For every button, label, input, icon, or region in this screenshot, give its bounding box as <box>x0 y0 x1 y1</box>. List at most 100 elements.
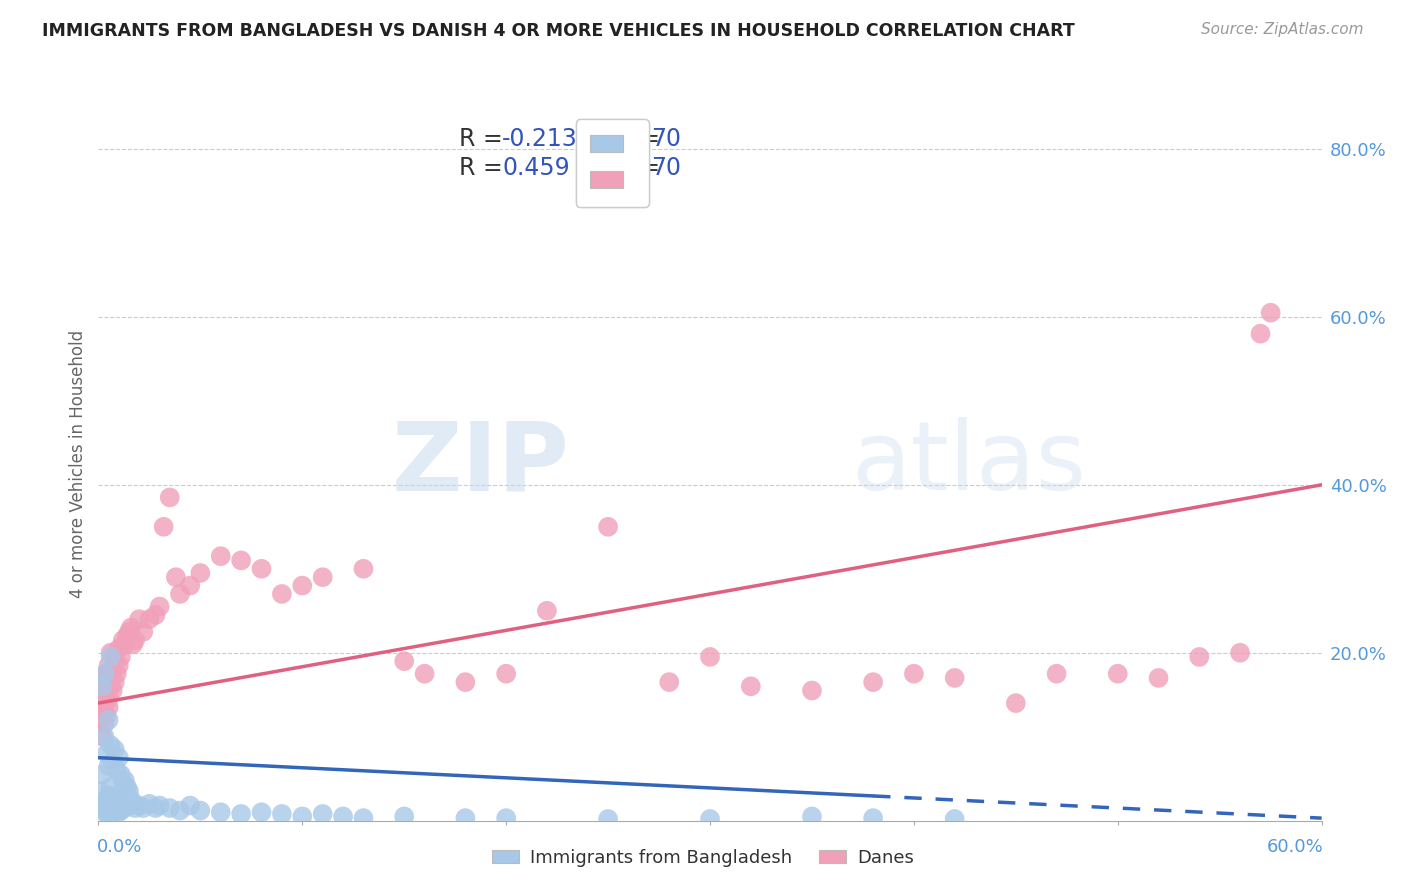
Point <box>96 747 118 761</box>
Text: ZIP: ZIP <box>391 417 569 510</box>
Point <box>100 780 122 794</box>
Point <box>1188 649 1211 664</box>
Point <box>250 562 273 576</box>
Legend: , : , <box>575 119 648 207</box>
Point <box>93 696 115 710</box>
Point <box>392 809 416 823</box>
Point <box>943 812 966 826</box>
Point <box>536 604 558 618</box>
Point <box>110 804 132 818</box>
Y-axis label: 4 or more Vehicles in Household: 4 or more Vehicles in Household <box>69 330 87 598</box>
Point <box>209 805 232 820</box>
Point <box>101 805 124 820</box>
Point <box>392 654 416 668</box>
Point <box>91 730 114 744</box>
Text: atlas: atlas <box>851 417 1085 510</box>
Point <box>108 641 131 656</box>
Point <box>495 811 517 825</box>
Point <box>169 804 191 818</box>
Point <box>165 570 187 584</box>
Text: IMMIGRANTS FROM BANGLADESH VS DANISH 4 OR MORE VEHICLES IN HOUSEHOLD CORRELATION: IMMIGRANTS FROM BANGLADESH VS DANISH 4 O… <box>42 22 1076 40</box>
Point <box>96 708 118 723</box>
Point <box>598 520 620 534</box>
Point <box>179 578 201 592</box>
Point <box>110 767 132 781</box>
Point <box>352 562 374 576</box>
Point <box>111 798 134 813</box>
Point <box>124 633 146 648</box>
Point <box>1229 646 1251 660</box>
Point <box>231 806 253 821</box>
Text: 60.0%: 60.0% <box>1267 838 1323 856</box>
Point <box>97 801 120 815</box>
Text: Source: ZipAtlas.com: Source: ZipAtlas.com <box>1201 22 1364 37</box>
Point <box>97 658 120 673</box>
Point <box>105 666 128 681</box>
Point <box>110 649 132 664</box>
Point <box>1107 666 1129 681</box>
Point <box>115 780 138 794</box>
Point <box>188 566 212 580</box>
Point <box>188 804 212 818</box>
Point <box>97 692 120 706</box>
Point <box>100 798 122 813</box>
Point <box>801 683 824 698</box>
Point <box>93 675 115 690</box>
Point <box>104 790 127 805</box>
Point <box>111 633 134 648</box>
Point <box>128 798 150 813</box>
Point <box>145 607 167 622</box>
Point <box>312 806 335 821</box>
Point <box>105 804 128 818</box>
Point <box>100 738 122 752</box>
Point <box>1260 306 1282 320</box>
Point <box>118 624 141 639</box>
Point <box>91 671 114 685</box>
Point <box>454 811 477 825</box>
Point <box>231 553 253 567</box>
Point <box>93 805 115 820</box>
Point <box>943 671 966 685</box>
Point <box>104 675 127 690</box>
Point <box>1147 671 1170 685</box>
Point <box>93 801 115 815</box>
Point <box>100 649 122 664</box>
Point <box>89 784 111 798</box>
Point <box>101 755 124 769</box>
Text: R =: R = <box>460 128 510 151</box>
Point <box>114 637 136 651</box>
Point <box>114 801 136 815</box>
Text: 0.0%: 0.0% <box>97 838 142 856</box>
Point <box>93 730 115 744</box>
Point <box>149 798 172 813</box>
Point <box>101 795 124 809</box>
Text: N =: N = <box>600 156 668 179</box>
Point <box>93 717 115 731</box>
Point <box>699 812 721 826</box>
Point <box>91 767 114 781</box>
Point <box>1045 666 1069 681</box>
Point <box>108 658 131 673</box>
Point <box>145 801 167 815</box>
Point <box>104 649 127 664</box>
Point <box>97 713 120 727</box>
Point <box>104 802 127 816</box>
Point <box>89 683 111 698</box>
Point <box>105 764 128 778</box>
Point <box>903 666 925 681</box>
Point <box>105 798 128 813</box>
Point <box>96 805 118 820</box>
Point <box>138 797 160 811</box>
Text: 70: 70 <box>651 128 682 151</box>
Point <box>124 801 146 815</box>
Point <box>108 792 131 806</box>
Point <box>209 549 232 564</box>
Point <box>115 795 138 809</box>
Point <box>159 801 181 815</box>
Point <box>120 621 142 635</box>
Point <box>108 750 131 764</box>
Point <box>291 809 314 823</box>
Point <box>96 688 118 702</box>
Point <box>108 805 131 820</box>
Point <box>159 491 181 505</box>
